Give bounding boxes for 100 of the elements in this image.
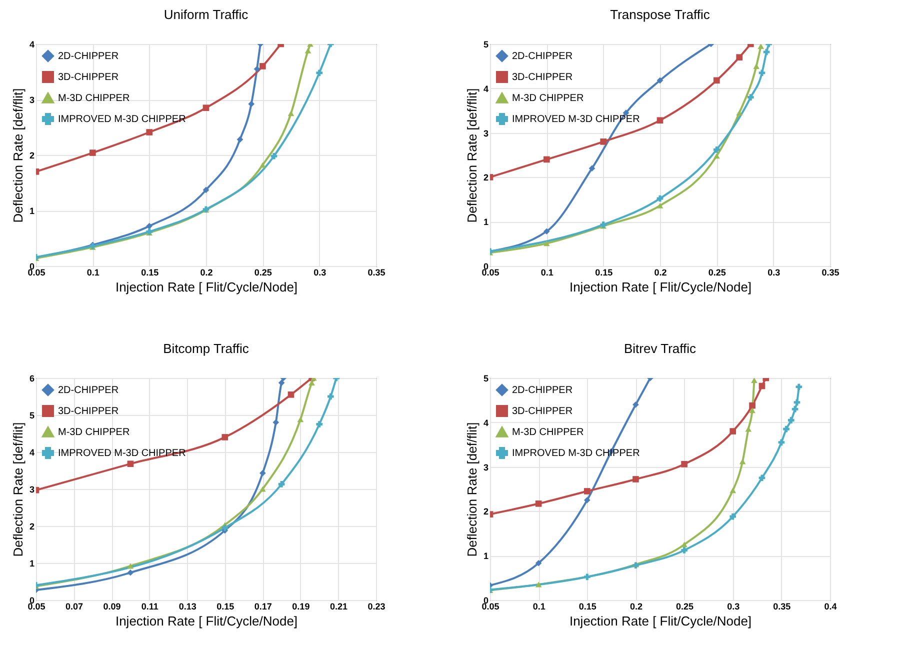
x-tick-label: 0.05 bbox=[28, 268, 46, 278]
x-tick-label: 0.3 bbox=[727, 602, 740, 612]
point bbox=[714, 146, 720, 153]
point bbox=[544, 228, 550, 235]
y-tick-label: 6 bbox=[29, 374, 34, 384]
y-tick-label: 1 bbox=[483, 217, 488, 228]
point bbox=[600, 138, 606, 145]
point bbox=[278, 380, 285, 386]
point bbox=[260, 486, 266, 492]
point bbox=[248, 100, 254, 108]
point bbox=[656, 117, 664, 124]
point bbox=[202, 186, 210, 194]
y-axis-title: Deflection Rate [def/flit] bbox=[10, 422, 26, 557]
point bbox=[730, 513, 736, 520]
x-tick-label: 0.07 bbox=[66, 602, 84, 612]
x-tick-label: 0.05 bbox=[482, 602, 500, 612]
point bbox=[584, 488, 590, 494]
x-tick-label: 0.13 bbox=[178, 602, 196, 612]
point bbox=[308, 380, 315, 386]
x-tick-label: 0.2 bbox=[200, 268, 213, 278]
legend-label: 3D-CHIPPER bbox=[512, 72, 573, 83]
point bbox=[681, 547, 688, 554]
point bbox=[632, 476, 639, 482]
point bbox=[656, 195, 664, 202]
point bbox=[794, 399, 800, 406]
x-tick-label: 0.1 bbox=[540, 268, 554, 278]
point bbox=[127, 563, 134, 569]
point bbox=[272, 419, 280, 426]
x-tick-label: 0.4 bbox=[824, 602, 837, 612]
y-axis-title: Deflection Rate [def/flit] bbox=[10, 88, 26, 223]
point bbox=[328, 393, 334, 400]
legend-label: M-3D CHIPPER bbox=[512, 427, 584, 438]
point bbox=[792, 406, 798, 412]
point bbox=[714, 153, 720, 159]
point bbox=[544, 156, 550, 163]
x-tick-label: 0.05 bbox=[28, 602, 46, 612]
point bbox=[736, 54, 742, 60]
y-tick-label: 4 bbox=[29, 40, 34, 50]
y-axis-title: Deflection Rate [def/flit] bbox=[464, 88, 480, 223]
legend-label: 2D-CHIPPER bbox=[512, 385, 573, 396]
legend-label: 3D-CHIPPER bbox=[58, 406, 119, 417]
x-axis-title: Injection Rate [ Flit/Cycle/Node] bbox=[569, 280, 752, 294]
point bbox=[278, 481, 285, 488]
point bbox=[714, 77, 720, 84]
x-axis-title: Injection Rate [ Flit/Cycle/Node] bbox=[115, 614, 298, 628]
y-tick-label: 2 bbox=[29, 150, 34, 160]
point bbox=[260, 470, 266, 476]
y-tick-label: 4 bbox=[483, 418, 488, 428]
x-tick-label: 0.35 bbox=[773, 602, 791, 612]
x-tick-label: 0.2 bbox=[654, 268, 667, 278]
y-tick-label: 5 bbox=[483, 40, 488, 50]
point bbox=[288, 110, 294, 116]
point bbox=[544, 240, 550, 246]
x-tick-label: 0.17 bbox=[254, 602, 272, 612]
point bbox=[260, 162, 266, 168]
y-tick-label: 2 bbox=[29, 522, 34, 532]
point bbox=[254, 66, 260, 72]
y-axis-title: Deflection Rate [def/flit] bbox=[464, 422, 480, 557]
x-axis-title: Injection Rate [ Flit/Cycle/Node] bbox=[115, 280, 298, 294]
x-tick-label: 0.2 bbox=[630, 602, 642, 612]
y-tick-label: 2 bbox=[483, 506, 488, 517]
point bbox=[270, 152, 278, 160]
y-tick-label: 1 bbox=[483, 551, 488, 562]
point bbox=[222, 524, 228, 532]
legend-label: 2D-CHIPPER bbox=[58, 51, 119, 62]
point bbox=[758, 382, 766, 390]
x-tick-label: 0.35 bbox=[368, 268, 386, 278]
x-tick-label: 0.23 bbox=[368, 602, 386, 612]
point bbox=[763, 48, 770, 56]
legend-label: M-3D CHIPPER bbox=[58, 427, 130, 438]
y-tick-label: 3 bbox=[483, 462, 488, 472]
point bbox=[736, 110, 742, 116]
point bbox=[749, 402, 756, 409]
y-tick-label: 3 bbox=[29, 95, 34, 105]
x-tick-label: 0.1 bbox=[86, 268, 100, 278]
point bbox=[584, 496, 590, 504]
y-tick-label: 3 bbox=[29, 484, 34, 494]
x-tick-label: 0.15 bbox=[141, 268, 159, 278]
x-tick-label: 0.21 bbox=[330, 602, 348, 612]
y-tick-label: 3 bbox=[483, 128, 488, 138]
y-tick-label: 1 bbox=[29, 206, 34, 216]
x-tick-label: 0.1 bbox=[532, 602, 546, 612]
point bbox=[222, 434, 228, 440]
x-tick-label: 0.35 bbox=[822, 268, 840, 278]
point bbox=[788, 417, 794, 424]
y-tick-label: 4 bbox=[483, 84, 488, 94]
y-tick-label: 5 bbox=[29, 410, 34, 420]
point bbox=[236, 136, 244, 143]
y-tick-label: 2 bbox=[483, 172, 488, 183]
x-tick-label: 0.25 bbox=[676, 602, 694, 612]
point bbox=[748, 94, 754, 100]
x-tick-label: 0.05 bbox=[482, 268, 500, 278]
point bbox=[783, 426, 790, 432]
point bbox=[758, 44, 764, 49]
point bbox=[260, 63, 266, 70]
legend-label: M-3D CHIPPER bbox=[58, 93, 130, 104]
x-tick-label: 0.19 bbox=[292, 602, 310, 612]
point bbox=[751, 378, 758, 383]
point bbox=[535, 582, 542, 588]
x-tick-label: 0.15 bbox=[216, 602, 234, 612]
